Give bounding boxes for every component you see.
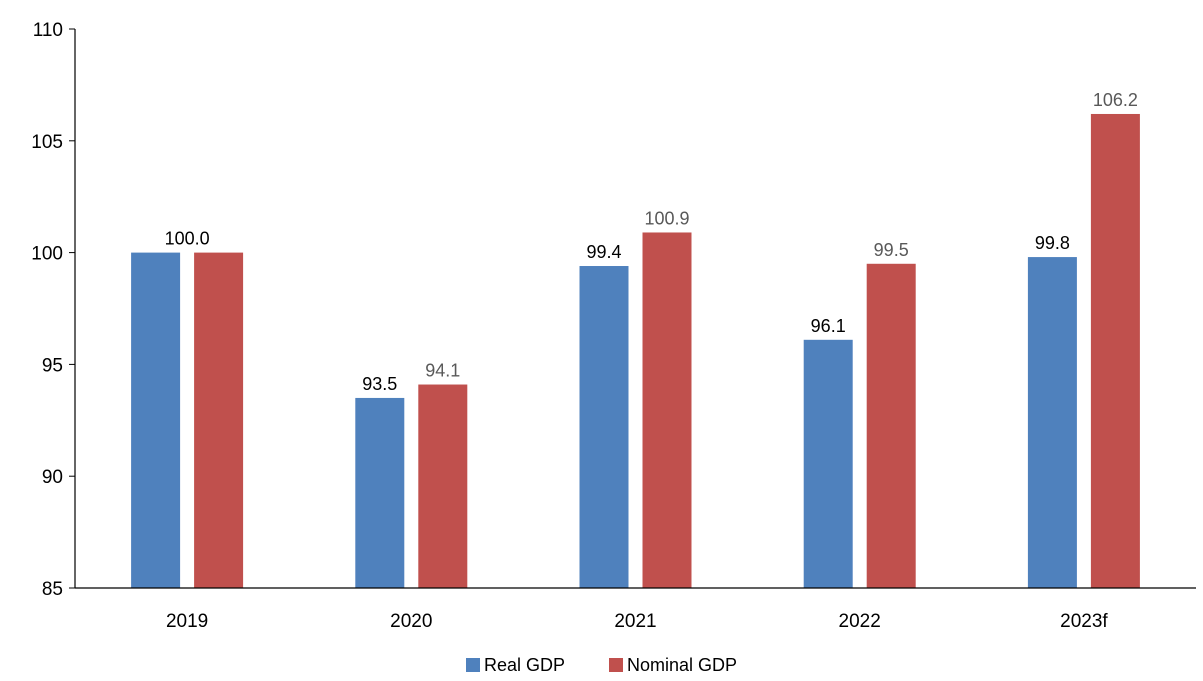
y-tick-label: 85 [42, 579, 63, 600]
data-label: 100.9 [644, 208, 689, 228]
bar-real-gdp [131, 252, 181, 588]
data-label: 96.1 [811, 316, 846, 336]
data-label: 99.8 [1035, 233, 1070, 253]
y-tick-label: 100 [31, 244, 63, 265]
data-label: 99.5 [874, 240, 909, 260]
bar-real-gdp [803, 339, 853, 588]
y-tick-label: 95 [42, 355, 63, 376]
legend-label: Nominal GDP [627, 655, 737, 675]
x-tick-label: 2021 [614, 611, 656, 632]
x-tick-label: 2023f [1060, 611, 1108, 632]
data-label: 100.0 [165, 229, 210, 249]
data-label: 99.4 [586, 242, 621, 262]
bar-nominal-gdp [642, 232, 692, 588]
bar-real-gdp [355, 397, 405, 588]
x-tick-label: 2020 [390, 611, 432, 632]
y-tick-label: 90 [42, 467, 63, 488]
legend-swatch [466, 658, 480, 672]
bar-nominal-gdp [866, 263, 916, 588]
bar-real-gdp [579, 266, 629, 588]
x-axis-ticks: 2019 2020 2021 2022 2023f [166, 611, 1108, 632]
bars [131, 113, 1140, 588]
y-tick-label: 105 [31, 132, 63, 153]
data-labels: 100.0 93.5 94.1 99.4 100.9 96.1 99.5 99.8 106.2 [165, 90, 1138, 394]
y-axis-ticks: 85 90 95 100 105 110 [31, 20, 75, 600]
x-tick-label: 2022 [839, 611, 881, 632]
legend-swatch [609, 658, 623, 672]
bar-nominal-gdp [418, 384, 468, 588]
legend-label: Real GDP [484, 655, 565, 675]
data-label: 93.5 [362, 374, 397, 394]
data-label: 106.2 [1093, 90, 1138, 110]
bar-nominal-gdp [1090, 113, 1140, 588]
data-label: 94.1 [425, 361, 460, 381]
bar-nominal-gdp [194, 252, 244, 588]
x-tick-label: 2019 [166, 611, 208, 632]
legend: Real GDP Nominal GDP [466, 655, 737, 675]
bar-real-gdp [1027, 257, 1077, 588]
y-tick-label: 110 [33, 20, 63, 41]
